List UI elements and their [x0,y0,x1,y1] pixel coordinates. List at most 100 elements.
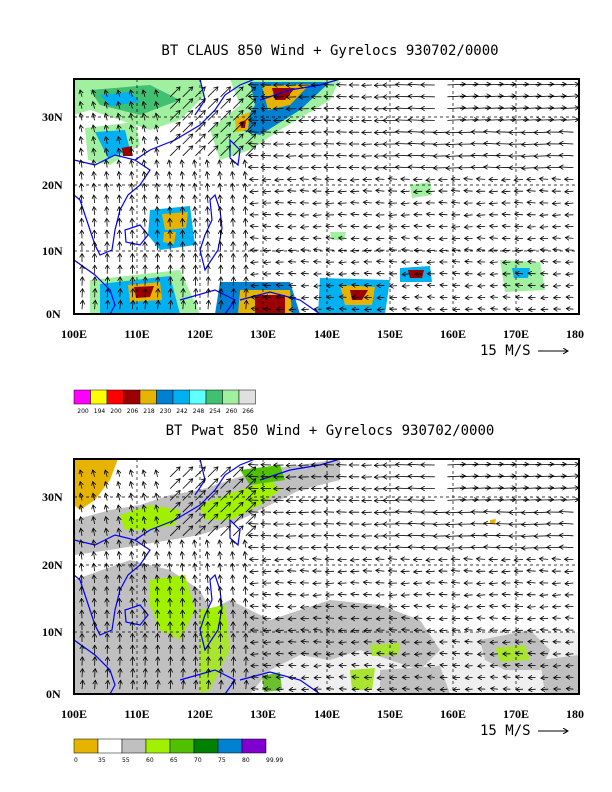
wind-vector [131,137,132,145]
wind-vector [120,300,121,310]
wind-vector [401,595,410,596]
wind-vector [105,493,107,501]
wind-vector [484,547,498,548]
wind-vector [522,488,541,489]
wind-vector [352,677,360,678]
wind-vector [440,689,448,690]
wind-vector [439,559,448,560]
wind-vector [485,96,503,97]
wind-vector [401,583,410,584]
wind-vector [325,191,335,192]
wind-vector [106,137,107,145]
wind-vector [484,535,498,536]
wind-vector [560,464,579,465]
wind-vector [245,575,246,584]
wind-vector [245,491,256,501]
wind-vector [540,190,549,191]
wind-vector [207,575,208,584]
wind-vector [540,227,549,228]
lat-label: 20N [42,558,63,572]
wind-vector [510,84,528,85]
wind-vector [232,172,233,180]
wind-vector [144,195,145,204]
lat-label: 30N [42,490,63,504]
wind-vector [232,575,233,584]
wind-vector [465,250,473,251]
wind-vector [352,665,360,666]
wind-vector [408,120,423,121]
wind-vector [510,488,528,489]
wind-vector [503,630,511,631]
wind-vector [105,102,107,109]
wind-vector [351,594,360,595]
wind-vector [552,179,561,180]
wind-vector [195,300,196,310]
wind-vector [396,143,410,144]
wind-vector [118,102,120,109]
wind-vector [514,559,524,560]
wind-vector [477,595,486,596]
lon-label: 120E [187,327,213,341]
wind-vector [93,517,94,525]
wind-vector [440,665,448,666]
wind-vector [515,238,524,239]
lon-label: 110E [124,707,149,721]
wind-vector [565,571,574,572]
wind-vector [131,183,132,192]
wind-vector [245,563,246,572]
wind-vector [440,630,448,631]
wind-vector [194,183,195,192]
wind-vector [288,202,297,203]
wind-vector [143,482,145,489]
wind-vector [314,666,322,667]
wind-vector [565,618,574,619]
wind-vector [447,464,465,465]
wind-vector [502,226,511,227]
wind-vector [250,226,259,227]
wind-vector [326,203,335,204]
wind-vector [548,96,566,97]
lon-label: 160E [440,327,466,341]
wind-vector [169,575,170,584]
wind-vector [131,528,132,536]
wind-vector [414,191,423,192]
wind-vector [388,179,398,180]
wind-vector [143,505,145,513]
wind-vector [300,595,309,596]
wind-vector [220,207,221,215]
wind-vector [144,183,145,192]
wind-vector [522,536,536,537]
wind-vector [522,108,541,109]
wind-vector [402,238,410,239]
wind-vector [275,559,284,560]
wind-vector [207,99,218,109]
wind-vector [106,540,107,548]
wind-vector [439,238,448,239]
wind-vector [144,137,145,145]
wind-vector [408,488,423,489]
wind-vector [528,641,536,642]
wind-vector [220,99,231,109]
wind-vector [548,84,566,85]
wind-vector [182,587,183,595]
colorbar-label: 80 [242,757,250,764]
wind-vector [540,570,549,571]
wind-vector [245,514,256,525]
wind-vector [233,300,234,310]
wind-vector [245,467,256,478]
wind-vector [452,227,461,228]
wind-vector [81,540,82,548]
wind-vector [415,654,423,655]
colorbar-label: 60 [146,757,154,764]
wind-vector [414,571,423,572]
wind-vector [476,559,486,560]
wind-vector [502,191,511,192]
wind-vector [233,207,234,215]
wind-vector [81,207,82,215]
wind-vector [465,641,473,642]
wind-vector [195,146,205,157]
wind-vector [275,214,284,215]
wind-vector [131,552,132,560]
wind-vector [426,214,435,215]
wind-vector [158,300,159,310]
